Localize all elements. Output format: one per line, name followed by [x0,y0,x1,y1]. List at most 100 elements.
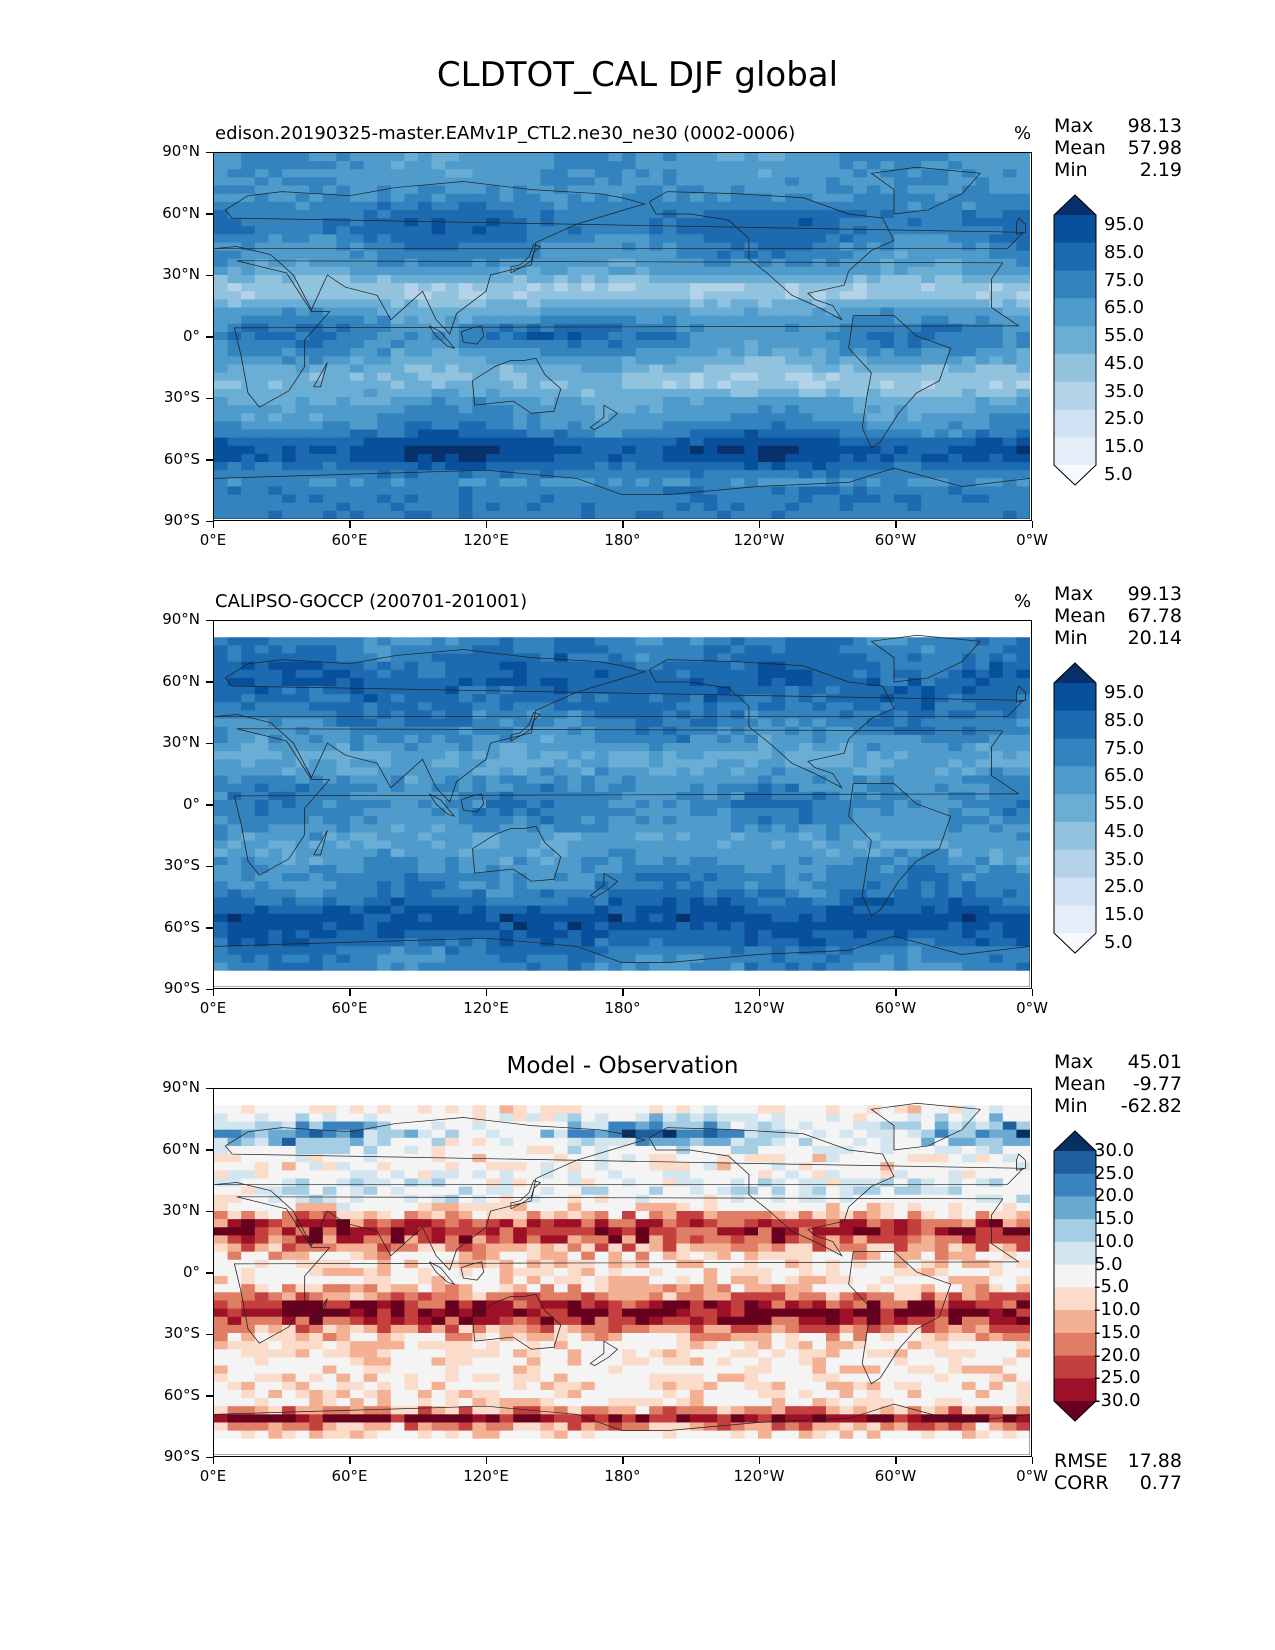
field-cell [486,637,501,647]
field-cell [540,340,555,349]
field-cell [499,799,514,809]
field-cell [295,201,310,211]
field-cell [635,621,650,630]
field-cell [989,808,1004,817]
field-cell [635,702,650,712]
field-cell [445,193,460,203]
field-cell [975,364,990,374]
field-cell [717,881,732,891]
field-cell [785,372,800,382]
field-cell [214,824,229,834]
field-cell [934,710,950,720]
field-cell [363,242,378,252]
field-cell [662,307,678,317]
field-cell [676,218,691,227]
stat-value: 57.98 [1127,137,1182,159]
field-cell [758,889,773,899]
field-cell [404,905,419,915]
field-cell [445,702,460,712]
field-cell [1016,759,1030,769]
field-cell [730,169,746,179]
field-cell [785,726,800,736]
field-cell [826,315,841,325]
field-cell [1016,653,1030,663]
field-cell [350,470,365,479]
field-cell [418,218,433,227]
field-cell [363,193,378,203]
field-cell [690,291,705,301]
field-cell [880,816,895,825]
field-cell [486,234,501,244]
field-cell [948,266,963,276]
field-cell [554,331,569,341]
field-cell [894,743,909,752]
field-cell [282,405,297,414]
field-cell [717,266,732,276]
field-cell [785,242,800,252]
field-cell [853,629,868,638]
field-cell [989,437,1004,447]
field-cell [730,653,746,663]
field-cell [254,169,270,179]
field-cell [839,669,854,679]
field-cell [608,865,623,874]
field-cell [486,397,501,406]
field-cell [594,694,610,703]
field-cell [581,372,596,382]
field-cell [540,751,555,760]
field-cell [227,331,242,341]
field-cell [567,331,582,341]
field-cell [458,661,474,671]
field-cell [975,209,990,219]
field-cell [526,234,542,244]
field-cell [472,177,487,187]
field-cell [826,856,841,866]
field-cell [214,153,229,162]
field-cell [758,388,773,398]
field-cell [1016,169,1030,179]
field-cell [540,694,555,703]
field-cell [1016,637,1030,647]
field-cell [635,169,650,179]
field-cell [241,881,256,891]
field-cell [771,791,786,801]
field-cell [649,629,664,638]
field-cell [948,726,963,736]
field-cell [635,462,650,471]
field-cell [730,889,746,899]
field-cell [554,645,569,655]
field-cell [894,250,909,260]
field-cell [268,331,283,341]
field-cell [744,913,759,923]
field-cell [567,751,582,760]
field-cell [812,250,827,260]
field-cell [445,218,460,227]
field-cell [581,193,596,203]
field-cell [676,897,691,907]
field-cell [472,710,487,720]
field-cell [880,848,895,858]
field-cell [404,307,419,317]
field-cell [771,637,786,647]
field-cell [798,266,814,276]
field-cell [540,775,555,785]
field-cell [826,209,841,219]
field-cell [907,169,922,179]
field-cell [431,177,446,187]
field-cell [486,437,501,447]
field-cell [567,686,582,695]
field-cell [418,364,433,374]
field-cell [635,177,650,187]
field-cell [866,356,882,366]
field-cell [812,726,827,736]
field-cell [989,291,1004,301]
field-cell [771,356,786,366]
field-cell [554,397,569,406]
field-cell [608,250,623,260]
field-cell [812,759,827,769]
field-cell [662,421,678,431]
field-cell [989,250,1004,260]
field-cell [336,653,351,663]
field-cell [798,783,814,793]
field-cell [309,364,324,374]
